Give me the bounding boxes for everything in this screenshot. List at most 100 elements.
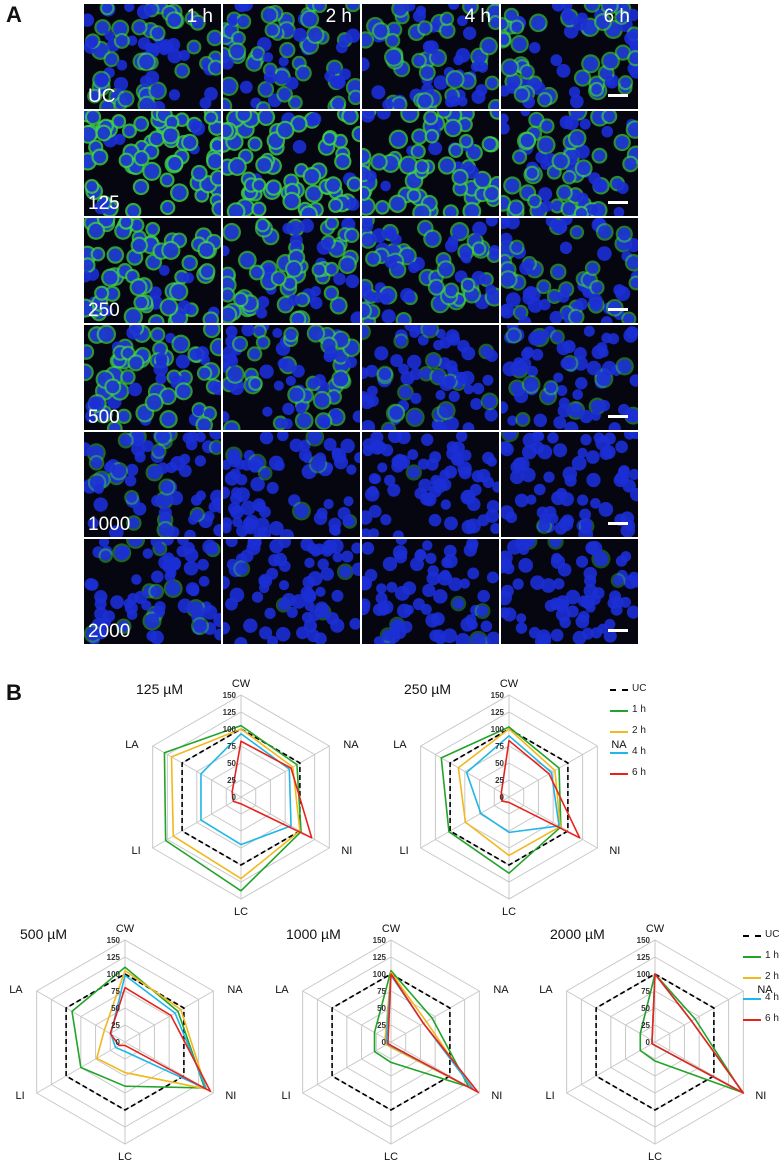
tick-label: 125 (223, 708, 237, 717)
series-UC-polygon (331, 973, 451, 1111)
radar-chart-500: 0 25 50 75 100 125 150 CW NA NI LC LI LA 500 µM (0, 923, 250, 1163)
tick-label: 0 (116, 1038, 121, 1047)
axis-label-LA: LA (125, 739, 139, 751)
tick-label: 0 (232, 793, 237, 802)
micrograph-125-1 (223, 111, 360, 216)
tick-label: 50 (495, 759, 504, 768)
legend-label: 1 h (765, 950, 779, 961)
axis-label-LI: LI (15, 1090, 24, 1102)
tick-label: 0 (500, 793, 505, 802)
tick-label: 100 (637, 970, 651, 979)
tick-label: 100 (223, 725, 237, 734)
axis-label-NI: NI (755, 1090, 766, 1102)
axis-label-NA: NA (757, 984, 773, 996)
axis-label-CW: CW (646, 923, 665, 935)
concentration-label: 125 (88, 192, 120, 214)
micrograph-1000-3 (501, 432, 638, 537)
legend-swatch (743, 956, 761, 958)
legend-swatch (743, 977, 761, 979)
micrograph-500-2 (362, 325, 499, 430)
micrograph-UC-3: 6 h (501, 4, 638, 109)
legend-label: 6 h (632, 767, 646, 778)
tick-label: 75 (377, 987, 386, 996)
micrograph-1000-2 (362, 432, 499, 537)
panel-b-label: B (6, 680, 22, 705)
micrograph-2000-3 (501, 539, 638, 644)
chart-title: 2000 µM (550, 926, 605, 942)
series-6h-polygon (500, 739, 581, 839)
axis-label-LA: LA (275, 984, 289, 996)
radar-chart-2000: 0 25 50 75 100 125 150 CW NA NI LC LI LA 2000 µM (530, 923, 780, 1163)
micrograph-250-1 (223, 218, 360, 323)
axis-label-CW: CW (382, 923, 401, 935)
radar-chart-125: 0 25 50 75 100 125 150 CW NA NI LC LI LA 125 µM (116, 678, 366, 918)
micrograph-125-0: 125 (84, 111, 221, 216)
series-2h-polygon (457, 728, 562, 857)
tick-label: 100 (373, 970, 387, 979)
tick-label: 25 (227, 776, 236, 785)
micrograph-2000-2 (362, 539, 499, 644)
concentration-label: UC (88, 85, 116, 107)
series-6h-polygon (231, 740, 313, 839)
axis-label-NI: NI (491, 1090, 502, 1102)
legend-label: 2 h (765, 971, 779, 982)
series-2h-polygon (170, 728, 301, 880)
tick-label: 25 (377, 1021, 386, 1030)
series-6h-polygon (387, 973, 479, 1094)
legend-label: 1 h (632, 704, 646, 715)
tick-label: 0 (646, 1038, 651, 1047)
scale-bar (608, 200, 628, 204)
tick-label: 75 (111, 987, 120, 996)
micrograph-500-3 (501, 325, 638, 430)
spoke (420, 745, 510, 798)
series-2h-polygon (384, 971, 474, 1090)
micrograph-500-0: 500 (84, 325, 221, 430)
axis-label-NA: NA (227, 984, 243, 996)
spoke (152, 796, 242, 849)
micrograph-UC-0: 1 h UC (84, 4, 221, 109)
scale-bar (608, 414, 628, 418)
series-4h-polygon (200, 732, 292, 846)
tick-label: 25 (495, 776, 504, 785)
chart-title: 500 µM (20, 926, 67, 942)
spoke (152, 745, 242, 798)
micrograph-250-3 (501, 218, 638, 323)
spoke (508, 745, 598, 798)
series-1h-polygon (163, 724, 302, 892)
axis-label-LI: LI (131, 845, 140, 857)
legend-swatch (743, 935, 761, 937)
time-label: 2 h (325, 6, 352, 27)
legend-swatch (610, 773, 628, 775)
axis-label-CW: CW (500, 678, 519, 690)
tick-label: 75 (641, 987, 650, 996)
axis-label-LI: LI (545, 1090, 554, 1102)
scale-bar (608, 628, 628, 632)
spoke (124, 990, 214, 1043)
axis-label-NA: NA (611, 739, 627, 751)
micrograph-1000-1 (223, 432, 360, 537)
series-4h-polygon (465, 734, 560, 834)
legend-label: 6 h (765, 1013, 779, 1024)
micrograph-UC-1: 2 h (223, 4, 360, 109)
concentration-label: 500 (88, 406, 120, 428)
time-label: 6 h (603, 6, 630, 27)
micrograph-125-3 (501, 111, 638, 216)
concentration-label: 250 (88, 299, 120, 321)
tick-label: 150 (491, 691, 505, 700)
legend-label: 4 h (765, 992, 779, 1003)
legend-bottom: UC 1 h 2 h 4 h 6 h (743, 929, 782, 1024)
tick-label: 50 (377, 1004, 386, 1013)
series-1h-polygon (71, 966, 206, 1089)
tick-label: 150 (637, 936, 651, 945)
series-UC-polygon (181, 728, 301, 866)
scale-bar (608, 93, 628, 97)
tick-label: 125 (107, 953, 121, 962)
micrograph-2000-0: 2000 (84, 539, 221, 644)
axis-label-CW: CW (232, 678, 251, 690)
tick-label: 50 (111, 1004, 120, 1013)
series-6h-polygon (651, 973, 745, 1094)
series-UC-polygon (595, 973, 715, 1111)
axis-label-LC: LC (648, 1151, 662, 1163)
tick-label: 125 (637, 953, 651, 962)
spoke (508, 796, 598, 849)
